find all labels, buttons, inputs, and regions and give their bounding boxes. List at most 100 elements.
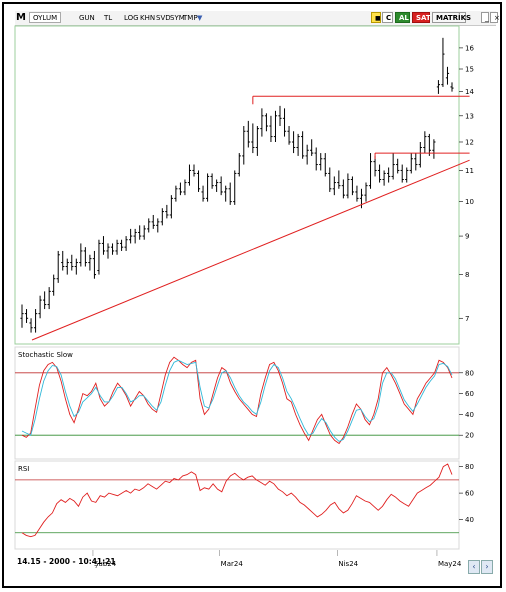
tmp-button[interactable]: TMP	[183, 14, 198, 22]
ohlc-bar	[65, 258, 69, 275]
ohlc-bar	[373, 155, 377, 177]
status-bar: 14.15 - 2000 - 10:41:21	[15, 556, 455, 570]
time-tick-label: Mar24	[221, 560, 244, 568]
currency-button-tl[interactable]: TL	[104, 14, 113, 22]
ohlc-bar	[436, 80, 441, 94]
ohlc-bar	[138, 225, 142, 240]
ohlc-bar	[445, 66, 450, 85]
ohlc-bar	[56, 250, 60, 283]
ohlc-bar	[224, 185, 228, 202]
ohlc-bar	[106, 243, 110, 259]
next-icon[interactable]: ›	[481, 560, 493, 574]
ohlc-bar	[70, 254, 74, 271]
ohlc-bar	[409, 153, 413, 174]
ohlc-bar	[160, 208, 164, 226]
cursor-readout: 14.15 - 2000 - 10:41:21	[17, 557, 116, 566]
period-button-gun[interactable]: GUN	[79, 14, 95, 22]
ohlc-bar	[115, 239, 119, 255]
ohlc-bar	[291, 131, 296, 154]
ohlc-bar	[156, 218, 160, 233]
ohlc-bar	[38, 295, 42, 319]
ohlc-bar	[255, 126, 259, 156]
ohlc-bar	[296, 133, 300, 156]
ohlc-bar	[337, 170, 341, 189]
price-tick-label: 13	[465, 112, 474, 120]
price-series	[20, 37, 454, 333]
time-tick-label: May24	[438, 560, 462, 568]
stochastic-line-k	[21, 356, 453, 445]
ohlc-bar	[219, 176, 223, 196]
ohlc-bar	[20, 304, 24, 328]
ohlc-bar	[264, 113, 269, 132]
ohlc-bar	[355, 185, 359, 202]
ohlc-bar	[260, 108, 264, 137]
ohlc-bar	[74, 258, 78, 275]
ohlc-bar	[319, 153, 323, 171]
ohlc-bar	[187, 164, 192, 186]
price-tick-label: 9	[465, 233, 469, 241]
ohlc-bar	[147, 218, 151, 233]
sym-button[interactable]: SYM	[170, 14, 185, 22]
ohlc-bar	[368, 153, 373, 189]
ohlc-bar	[43, 291, 47, 310]
ohlc-bar	[97, 239, 101, 275]
c-button[interactable]: C	[382, 12, 393, 23]
app-logo: M	[16, 12, 26, 23]
price-tick-label: 10	[465, 198, 474, 206]
ohlc-bar	[24, 309, 29, 323]
price-tick-label: 11	[465, 167, 474, 175]
ohlc-bar	[215, 179, 219, 192]
ohlc-bar	[301, 131, 305, 159]
dropdown-arrow-icon[interactable]: ▼	[197, 14, 203, 22]
rsi-axis: 40 60 80	[459, 463, 474, 524]
ohlc-bar	[83, 247, 87, 267]
matriks-button[interactable]: MATRİKS	[432, 12, 471, 23]
lock-icon[interactable]: ■	[371, 12, 381, 23]
ohlc-bar	[228, 182, 232, 205]
navigation-buttons: ‹ ›	[468, 560, 494, 576]
ohlc-bar	[178, 182, 183, 196]
trendlines	[31, 95, 470, 341]
previous-icon[interactable]: ‹	[468, 560, 480, 574]
rsi-tick-label: 40	[465, 516, 474, 524]
stochastic-tick-label: 60	[465, 390, 474, 398]
ohlc-bar	[305, 144, 309, 165]
rsi-line	[21, 463, 453, 538]
ohlc-bar	[33, 309, 38, 333]
rsi-tick-label: 60	[465, 490, 474, 498]
ohlc-bar	[119, 239, 124, 251]
rsi-tick-label: 80	[465, 463, 474, 471]
minimize-icon[interactable]: _	[481, 12, 489, 23]
ohlc-bar	[282, 108, 287, 137]
ohlc-bar	[287, 126, 291, 145]
ohlc-bar	[332, 176, 336, 196]
ohlc-bar	[387, 167, 391, 183]
ohlc-bar	[273, 110, 278, 142]
sell-button[interactable]: SAT	[412, 12, 431, 23]
ohlc-bar	[391, 153, 395, 180]
ohlc-bar	[92, 250, 97, 279]
rsi-pane	[14, 460, 460, 550]
ohlc-bar	[423, 131, 427, 154]
ohlc-bar	[101, 236, 106, 255]
ohlc-bar	[169, 195, 173, 219]
buy-button[interactable]: AL	[395, 12, 410, 23]
ohlc-bar	[377, 164, 382, 183]
ohlc-bar	[210, 173, 214, 189]
time-axis: Şub24 Mar24 Nis24 May24	[92, 550, 462, 568]
rsi-series	[15, 463, 459, 538]
log-button[interactable]: LOG	[124, 14, 139, 22]
ohlc-bar	[382, 170, 386, 186]
stochastic-series	[15, 356, 459, 445]
ohlc-bar	[79, 243, 83, 267]
ohlc-bar	[47, 287, 51, 310]
ohlc-bar	[310, 139, 314, 156]
khn-button[interactable]: KHN	[140, 14, 156, 22]
ohlc-bar	[396, 158, 400, 174]
ohlc-bar	[441, 37, 445, 87]
close-icon[interactable]: ×	[490, 12, 500, 23]
ohlc-bar	[142, 225, 146, 240]
svd-button[interactable]: SVD	[156, 14, 171, 22]
symbol-field[interactable]: OYLUM	[29, 12, 62, 23]
